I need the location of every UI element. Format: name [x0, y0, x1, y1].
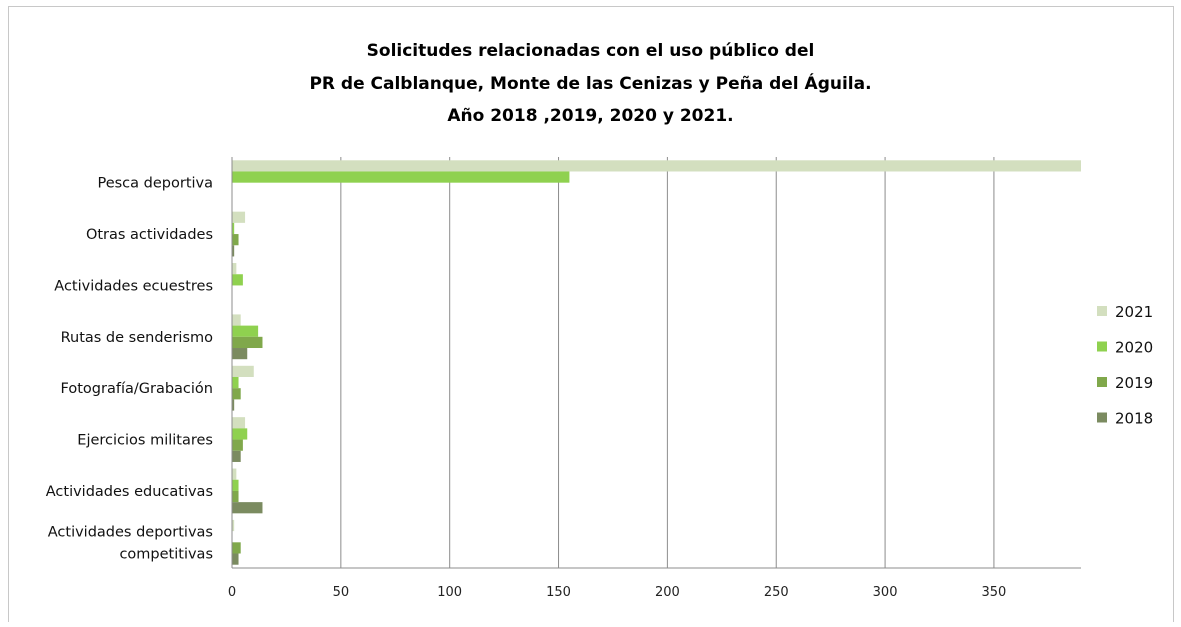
chart-title-line-1: Solicitudes relacionadas con el uso públ… [366, 41, 815, 61]
chart-title-line-2: PR de Calblanque, Monte de las Cenizas y… [309, 74, 872, 94]
bar-2021-6 [232, 417, 246, 429]
bar-2019-8 [232, 542, 241, 554]
bar-2021-4 [232, 314, 241, 326]
legend-swatch-2020 [1097, 341, 1107, 352]
category-label: Actividades ecuestres [54, 278, 213, 294]
bar-2018-7 [232, 502, 263, 514]
category-label: Actividades educativas [46, 484, 213, 500]
category-label: Otras actividades [86, 227, 213, 243]
x-tick-label: 250 [764, 585, 789, 600]
category-label: Ejercicios militares [77, 433, 213, 449]
bar-2021-1 [232, 160, 1081, 172]
x-tick-label: 350 [982, 585, 1007, 600]
x-tick-label: 300 [873, 585, 898, 600]
category-label: competitivas [119, 546, 213, 562]
bar-2019-6 [232, 439, 243, 451]
bar-2020-2 [232, 222, 235, 235]
bar-2018-6 [232, 450, 241, 462]
legend-swatch-2018 [1097, 412, 1107, 423]
category-label: Pesca deportiva [97, 176, 213, 192]
chart-frame [8, 6, 1174, 622]
bar-2020-5 [232, 376, 239, 389]
legend-label-2018: 2018 [1115, 410, 1153, 428]
legend-swatch-2019 [1097, 377, 1107, 387]
bar-2019-5 [232, 388, 241, 400]
legend-label-2020: 2020 [1115, 339, 1153, 357]
bar-2020-7 [232, 479, 239, 491]
bar-2021-8 [232, 519, 235, 532]
chart-title-line-3: Año 2018 ,2019, 2020 y 2021. [447, 106, 734, 126]
bar-2020-4 [232, 325, 259, 337]
bar-2018-8 [232, 553, 239, 565]
bar-2018-2 [232, 245, 235, 257]
bar-2019-4 [232, 336, 263, 349]
category-label: Fotografía/Grabación [61, 381, 213, 397]
bar-2020-1 [232, 171, 570, 183]
bar-2018-4 [232, 348, 248, 360]
bar-2020-3 [232, 274, 243, 286]
x-tick-label: 0 [228, 585, 236, 600]
x-tick-label: 50 [333, 585, 350, 600]
category-label: Rutas de senderismo [61, 330, 214, 346]
bar-2021-3 [232, 263, 237, 275]
bar-2018-5 [232, 399, 235, 411]
bar-2020-6 [232, 428, 248, 440]
bar-2019-2 [232, 234, 239, 246]
legend-swatch-2021 [1097, 306, 1107, 316]
legend-label-2019: 2019 [1115, 374, 1153, 392]
category-label: Actividades deportivas [48, 524, 213, 540]
bar-2021-7 [232, 468, 237, 480]
x-tick-label: 100 [437, 585, 462, 600]
legend-label-2021: 2021 [1115, 303, 1153, 321]
x-tick-label: 150 [546, 585, 571, 600]
bar-2019-7 [232, 490, 239, 503]
bar-2021-5 [232, 365, 254, 377]
x-tick-label: 200 [655, 585, 680, 600]
bar-2021-2 [232, 211, 246, 223]
